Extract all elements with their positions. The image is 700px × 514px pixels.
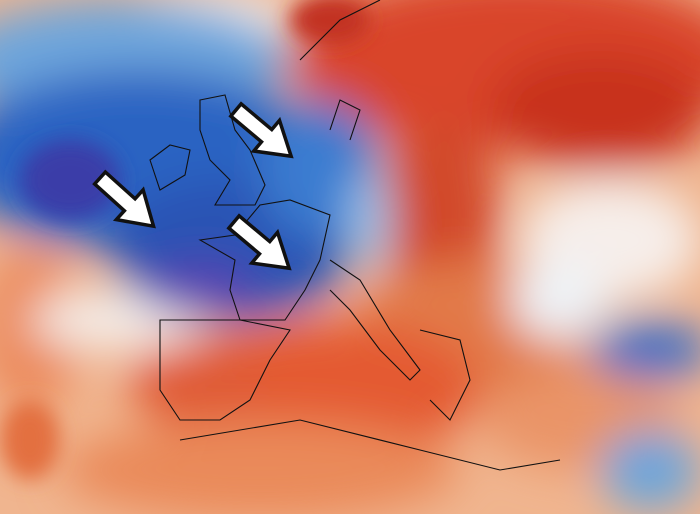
warm-area	[60, 420, 460, 514]
warm-core	[290, 0, 370, 45]
scandinavia	[299, 0, 381, 141]
cold-area	[350, 170, 390, 270]
france	[198, 199, 331, 321]
neutral-area	[510, 260, 610, 340]
ireland	[149, 144, 191, 191]
coastlines	[149, 0, 561, 471]
warm-area	[380, 120, 500, 300]
italy	[329, 259, 421, 381]
cold-core	[20, 140, 120, 220]
cold-area	[140, 265, 260, 315]
warm-area	[490, 50, 700, 170]
warm-area	[130, 330, 270, 430]
cold-area	[590, 320, 700, 380]
warm-core	[0, 400, 60, 480]
detail-field	[0, 0, 370, 480]
cold-area	[600, 430, 700, 510]
balkans	[419, 329, 471, 421]
cold-area	[260, 100, 380, 240]
iberia	[159, 319, 291, 421]
north-africa	[179, 419, 561, 471]
